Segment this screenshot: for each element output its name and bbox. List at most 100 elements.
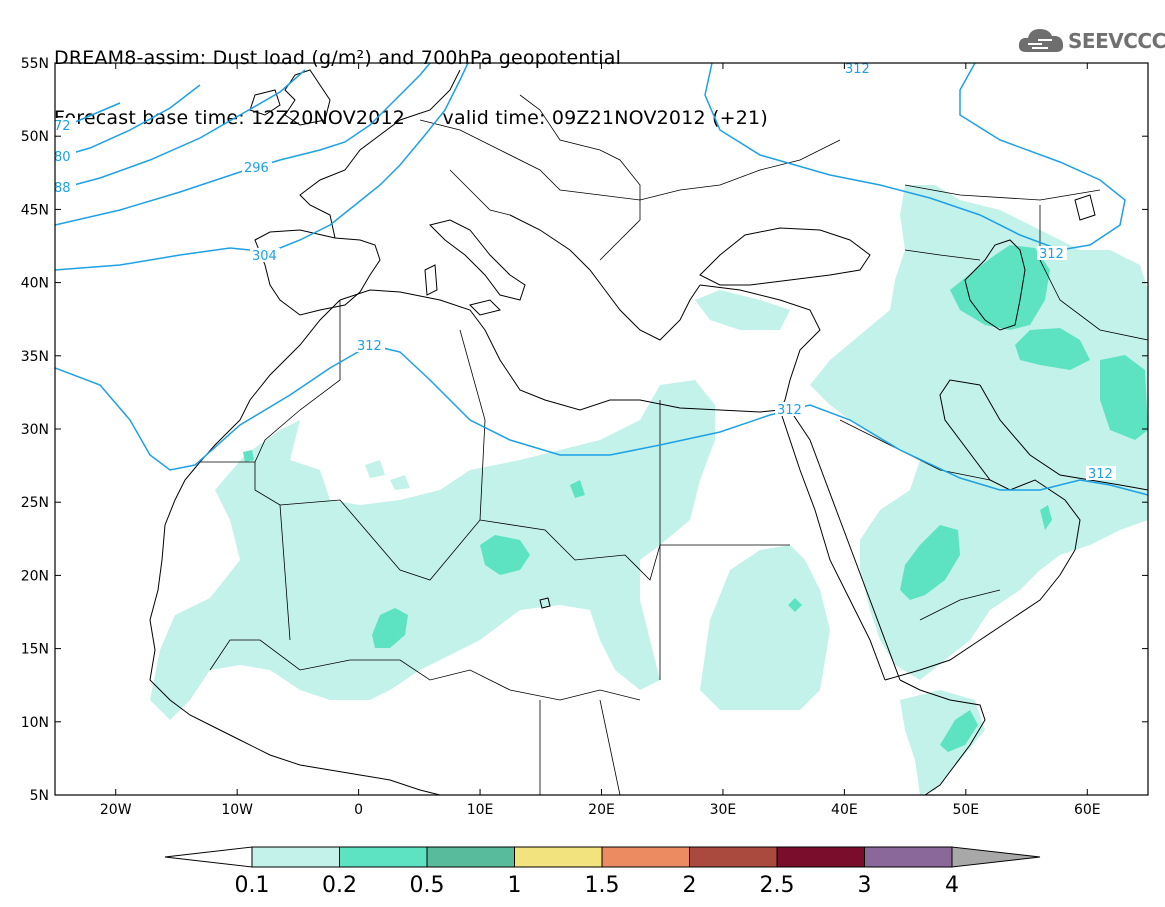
country-borders <box>200 94 1148 795</box>
lon-tick-label: 50E <box>952 802 979 818</box>
coast-iran <box>979 384 1148 491</box>
dust-patch-iran-1 <box>1015 328 1090 370</box>
lat-tick-label: 15N <box>21 642 49 658</box>
border-2 <box>279 499 790 581</box>
title-line-2: Forecast base time: 12Z20NOV2012 valid t… <box>54 108 768 128</box>
lat-tick-label: 20N <box>21 568 49 584</box>
lat-tick-label: 5N <box>30 788 49 804</box>
legend-swatch <box>864 846 953 868</box>
border-1 <box>200 461 291 641</box>
border-14 <box>919 589 1001 621</box>
coast-black-sea <box>699 227 871 286</box>
coast-italy <box>429 219 526 301</box>
border-10 <box>519 94 641 261</box>
lon-tick-label: 20W <box>100 802 132 818</box>
lat-tick-label: 50N <box>21 129 49 145</box>
dust-area-middle-east <box>810 185 1148 680</box>
coast-balkans <box>509 214 701 341</box>
coast-ireland <box>249 89 281 116</box>
legend-swatch <box>689 846 778 868</box>
contour-label-312-a: 312 <box>357 339 382 354</box>
coast-arabia <box>884 379 1081 681</box>
dust-area-sahara <box>150 380 715 720</box>
lat-tick-label: 40N <box>21 276 49 292</box>
coast-west-africa <box>149 299 441 795</box>
contour-label-280: 80 <box>54 150 71 165</box>
legend-swatch <box>601 846 690 868</box>
lat-tick-label: 45N <box>21 202 49 218</box>
legend-swatch <box>776 846 865 868</box>
border-9 <box>419 119 841 201</box>
dust-patch-arabia <box>900 525 960 600</box>
dust-load-shading <box>150 185 1148 795</box>
logo-text: SEEVCCC <box>1068 29 1165 53</box>
dust-area-small <box>365 460 385 478</box>
contour-labels: 72 80 88 296 304 312 312 312 312 312 <box>52 62 1116 482</box>
legend-swatch <box>339 846 428 868</box>
dust-area-sudan <box>700 545 830 710</box>
coast-caspian <box>964 239 1026 331</box>
lon-tick-label: 20E <box>588 802 615 818</box>
contour-label-312-d: 312 <box>1039 247 1064 262</box>
latitude-axis: 55N 50N 45N 40N 35N 30N 25N 20N 15N 10N 5N <box>21 56 1148 804</box>
legend-label: 1 <box>508 873 522 898</box>
legend-swatch <box>426 846 515 868</box>
legend-label: 2.5 <box>760 873 795 898</box>
dust-patch-oman <box>1040 505 1052 530</box>
legend-label: 2 <box>683 873 697 898</box>
coast-iberia <box>254 229 381 316</box>
lake-chad <box>539 597 551 609</box>
coast-red-sea-west <box>779 409 886 681</box>
coast-aral <box>1074 194 1096 221</box>
coast-europe-west <box>299 69 461 239</box>
coast-red-sea-east <box>789 409 901 681</box>
lat-tick-label: 30N <box>21 422 49 438</box>
contour-label-296: 296 <box>244 161 269 176</box>
border-13 <box>1039 205 1148 341</box>
legend-label: 3 <box>858 873 872 898</box>
border-8 <box>904 184 1101 201</box>
lon-tick-label: 40E <box>831 802 858 818</box>
contour-280 <box>55 84 201 159</box>
coastlines <box>149 69 1148 795</box>
contour-label-312-e: 312 <box>845 62 870 77</box>
dust-patch-niger <box>372 608 408 648</box>
legend-label: 1.5 <box>585 873 620 898</box>
legend-label: 4 <box>945 873 959 898</box>
cloud-icon <box>1018 29 1064 52</box>
legend-label: 0.1 <box>235 873 270 898</box>
contour-288 <box>55 69 306 191</box>
contour-label-304: 304 <box>252 249 277 264</box>
coast-sicily <box>469 299 501 316</box>
lat-tick-label: 55N <box>21 56 49 72</box>
coast-sardinia <box>424 264 438 296</box>
dust-patch-somalia <box>940 710 978 752</box>
legend-arrow-high <box>951 846 1041 868</box>
dust-patch-morocco <box>243 450 254 462</box>
lat-tick-label: 25N <box>21 495 49 511</box>
legend-swatch <box>514 846 603 868</box>
legend-label: 0.2 <box>322 873 357 898</box>
border-16 <box>599 699 621 795</box>
coast-britain <box>284 69 331 126</box>
dust-patch-sudan <box>788 598 802 612</box>
contour-296 <box>55 63 431 226</box>
lon-tick-label: 10W <box>221 802 253 818</box>
lon-tick-label: 0 <box>354 802 363 818</box>
legend-swatch <box>251 846 340 868</box>
lon-tick-label: 10E <box>467 802 494 818</box>
coast-anatolia <box>699 284 821 411</box>
border-3 <box>254 300 341 463</box>
dust-patch-iran-2 <box>1100 355 1148 440</box>
dust-patch-libya <box>480 535 530 575</box>
contour-label-288: 88 <box>54 181 71 196</box>
border-12 <box>904 249 981 261</box>
contour-label-312-c: 312 <box>1088 467 1113 482</box>
coast-north-africa <box>339 289 781 413</box>
border-6 <box>209 639 641 701</box>
contour-304 <box>55 63 469 271</box>
contour-label-312-b: 312 <box>777 403 802 418</box>
legend-arrow-low <box>164 846 253 868</box>
lat-tick-label: 10N <box>21 715 49 731</box>
